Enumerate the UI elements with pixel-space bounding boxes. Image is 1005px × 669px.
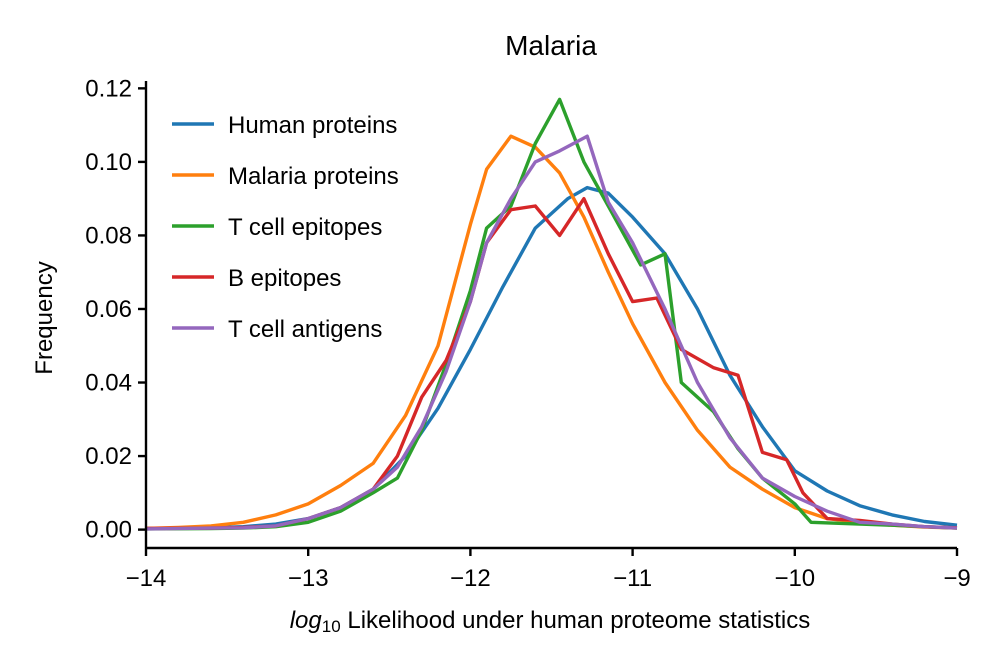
- legend-label-human-proteins: Human proteins: [228, 112, 397, 139]
- legend-label-t-cell-epitopes: T cell epitopes: [228, 214, 382, 241]
- series-line-malaria-proteins: [145, 134, 958, 531]
- y-tick-label: 0.04: [85, 370, 132, 397]
- x-tick-label: −9: [943, 565, 970, 592]
- y-tick-label: 0.02: [85, 443, 132, 470]
- y-axis-ticks: 0.00 0.02 0.04 0.06 0.08 0.10 0.12: [85, 75, 146, 544]
- plot-area: [145, 97, 958, 531]
- legend: Human proteins Malaria proteins T cell epi…: [172, 112, 399, 343]
- x-tick-label: −12: [450, 565, 491, 592]
- x-axis-label-var: log: [290, 607, 323, 634]
- y-axis-label: Frequency: [31, 261, 58, 374]
- x-tick-label: −14: [126, 565, 167, 592]
- y-tick-label: 0.06: [85, 296, 132, 323]
- x-tick-label: −10: [774, 565, 815, 592]
- y-tick-label: 0.12: [85, 75, 132, 102]
- y-tick-label: 0.08: [85, 222, 132, 249]
- chart-title: Malaria: [505, 30, 597, 61]
- series-line-t-cell-antigens: [145, 134, 958, 531]
- x-axis-ticks: −14 −13 −12 −11 −10 −9: [126, 548, 971, 592]
- x-axis-label-text: Likelihood under human proteome statisti…: [341, 607, 811, 634]
- series-line-b-epitopes: [145, 196, 958, 531]
- x-axis-label-subscript: 10: [322, 617, 341, 636]
- legend-label-malaria-proteins: Malaria proteins: [228, 163, 399, 190]
- legend-label-t-cell-antigens: T cell antigens: [228, 316, 382, 343]
- x-axis-label: log10 Likelihood under human proteome st…: [290, 607, 811, 636]
- series-line-t-cell-epitopes: [145, 97, 958, 531]
- legend-label-b-epitopes: B epitopes: [228, 265, 341, 292]
- y-tick-label: 0.00: [85, 517, 132, 544]
- y-tick-label: 0.10: [85, 149, 132, 176]
- x-tick-label: −13: [288, 565, 329, 592]
- x-tick-label: −11: [613, 565, 652, 592]
